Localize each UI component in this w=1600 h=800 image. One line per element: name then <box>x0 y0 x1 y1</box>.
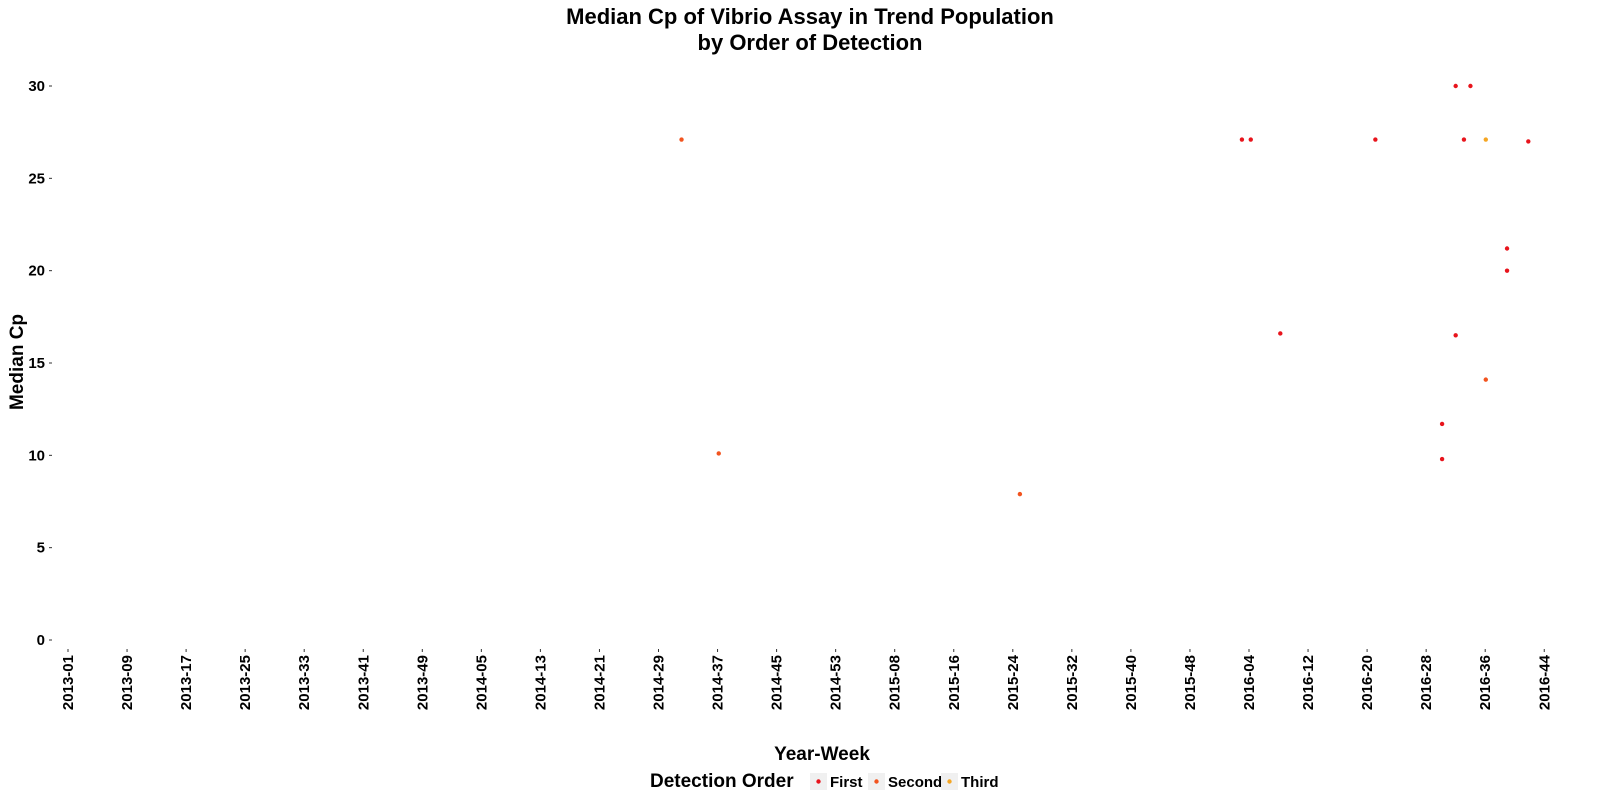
x-tick-label: 2013-33 <box>296 655 313 710</box>
legend: Detection Order First Second Third <box>650 771 999 792</box>
data-point-first <box>1461 137 1467 142</box>
chart-title: Median Cp of Vibrio Assay in Trend Popul… <box>566 4 1054 55</box>
x-tick-label: 2014-37 <box>710 655 727 710</box>
x-tick-label: 2015-24 <box>1005 654 1022 710</box>
x-tick-label: 2014-45 <box>769 655 786 710</box>
y-tick-label: 25 <box>28 170 45 187</box>
legend-swatch-second <box>874 779 879 784</box>
y-axis: 0 5 10 15 20 25 30 <box>28 78 52 649</box>
data-point-first <box>1239 137 1245 142</box>
data-point-first <box>1453 333 1458 338</box>
data-point-second <box>1017 491 1023 497</box>
chart-title-line-1: Median Cp of Vibrio Assay in Trend Popul… <box>566 4 1054 29</box>
x-tick-label: 2014-53 <box>828 655 845 710</box>
legend-swatch-third <box>947 779 952 784</box>
x-tick-label: 2013-09 <box>119 655 136 710</box>
x-tick-label: 2015-08 <box>887 655 904 710</box>
data-point-second <box>716 451 721 456</box>
x-tick-label: 2013-49 <box>414 655 431 710</box>
y-tick-label: 15 <box>28 355 45 372</box>
data-point-second <box>679 137 684 142</box>
legend-swatch-first <box>816 779 821 784</box>
x-tick-label: 2016-36 <box>1477 655 1494 710</box>
legend-title: Detection Order <box>650 771 794 792</box>
data-point-first <box>1373 137 1378 142</box>
x-tick-label: 2015-32 <box>1064 655 1081 710</box>
x-axis: 2013-01 2013-09 2013-17 2013-25 2013-33 2013-… <box>60 649 1553 710</box>
data-point-first <box>1278 331 1283 336</box>
x-tick-label: 2016-44 <box>1536 654 1553 710</box>
data-point-first <box>1248 137 1253 142</box>
data-point-first <box>1439 456 1445 462</box>
x-tick-label: 2015-16 <box>946 655 963 710</box>
y-tick-label: 30 <box>28 78 45 95</box>
x-tick-label: 2013-01 <box>60 655 77 710</box>
x-tick-label: 2016-20 <box>1359 655 1376 710</box>
data-point-first <box>1504 268 1510 273</box>
y-axis-title: Median Cp <box>7 314 28 410</box>
x-tick-label: 2016-28 <box>1418 655 1435 710</box>
y-tick-label: 20 <box>28 263 45 280</box>
x-tick-label: 2016-12 <box>1300 655 1317 710</box>
x-tick-label: 2014-05 <box>473 655 490 710</box>
data-point-third <box>1483 137 1488 142</box>
x-tick-label: 2013-41 <box>355 655 372 710</box>
data-point-first <box>1468 83 1473 89</box>
y-tick-label: 10 <box>28 447 45 464</box>
x-tick-label: 2016-04 <box>1241 654 1258 710</box>
y-tick-label: 0 <box>37 632 45 649</box>
x-axis-title: Year-Week <box>774 744 870 765</box>
data-point-first <box>1439 421 1445 427</box>
x-tick-label: 2015-40 <box>1123 655 1140 710</box>
x-tick-label: 2013-25 <box>237 655 254 710</box>
data-point-first <box>1526 139 1531 144</box>
x-tick-label: 2014-13 <box>532 655 549 710</box>
x-tick-label: 2014-29 <box>651 655 668 710</box>
legend-label-first: First <box>830 774 863 791</box>
x-tick-label: 2013-17 <box>178 655 195 710</box>
data-point-first <box>1504 246 1510 251</box>
chart-title-line-2: by Order of Detection <box>698 30 923 55</box>
data-point-first <box>1453 83 1458 89</box>
y-tick-label: 5 <box>37 540 45 557</box>
x-tick-label: 2015-48 <box>1182 655 1199 710</box>
data-point-second <box>1483 377 1488 382</box>
legend-label-second: Second <box>888 774 942 791</box>
data-points <box>679 83 1531 497</box>
legend-label-third: Third <box>961 774 999 791</box>
x-tick-label: 2014-21 <box>591 655 608 710</box>
